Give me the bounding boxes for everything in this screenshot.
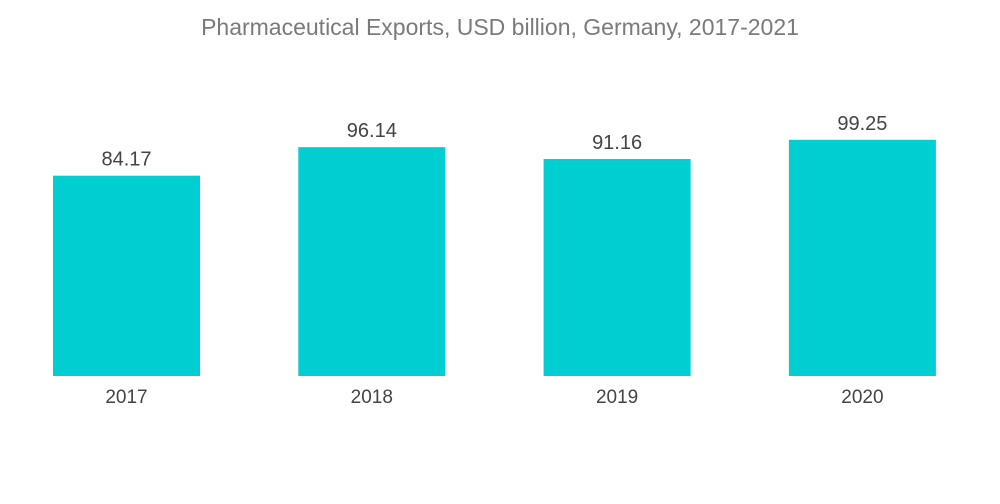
bars-group <box>53 139 936 376</box>
x-tick-label-2020: 2020 <box>841 387 883 408</box>
value-label-2020: 99.25 <box>837 113 887 135</box>
chart-title: Pharmaceutical Exports, USD billion, Ger… <box>201 14 799 40</box>
value-label-2018: 96.14 <box>347 120 397 142</box>
x-tick-label-2019: 2019 <box>596 387 638 408</box>
x-tick-label-2017: 2017 <box>105 387 147 408</box>
bar-2018 <box>298 147 446 376</box>
value-label-2019: 91.16 <box>592 132 642 154</box>
x-tick-label-2018: 2018 <box>351 387 393 408</box>
value-label-2017: 84.17 <box>101 149 151 171</box>
bar-2019 <box>543 159 691 376</box>
bar-2020 <box>788 139 936 376</box>
bar-2017 <box>53 175 200 376</box>
value-labels-group: 84.17 96.14 91.16 99.25 <box>101 113 887 171</box>
x-tick-labels-group: 2017 2018 2019 2020 <box>105 387 883 408</box>
